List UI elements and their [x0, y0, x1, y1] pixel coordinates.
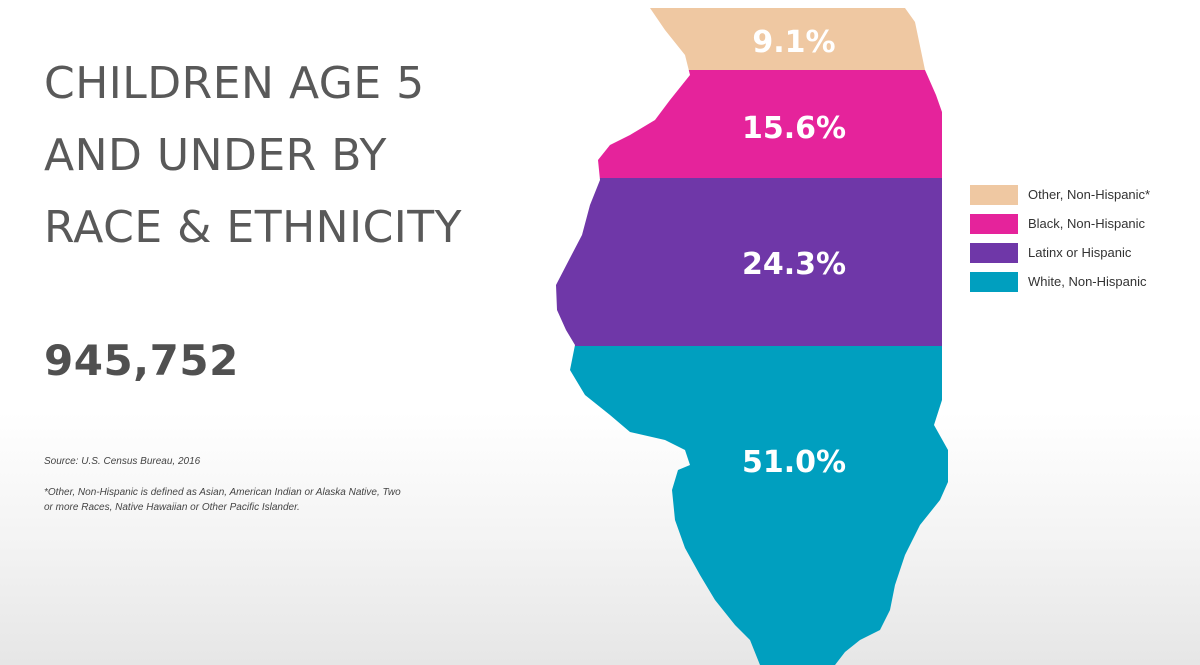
data-label-latinx: 24.3%: [742, 247, 846, 282]
chart-title: CHILDREN AGE 5 AND UNDER BY RACE & ETHNI…: [44, 48, 564, 264]
total-count: 945,752: [44, 336, 239, 385]
title-line-3: RACE & ETHNICITY: [44, 202, 463, 253]
legend-item-other: Other, Non-Hispanic*: [970, 180, 1190, 209]
title-line-1: CHILDREN AGE 5: [44, 58, 425, 109]
legend-label-other: Other, Non-Hispanic*: [1028, 187, 1151, 202]
legend-swatch-other: [970, 184, 1018, 205]
legend-label-black: Black, Non-Hispanic: [1028, 216, 1146, 231]
band-other-non-hispanic: [556, 8, 948, 70]
data-label-black: 15.6%: [742, 111, 846, 146]
band-white-non-hispanic: [556, 346, 948, 665]
title-line-2: AND UNDER BY: [44, 130, 387, 181]
data-label-other: 9.1%: [752, 25, 835, 60]
legend-swatch-black: [970, 213, 1018, 234]
legend-label-white: White, Non-Hispanic: [1028, 274, 1147, 289]
legend-label-latinx: Latinx or Hispanic: [1028, 245, 1132, 260]
legend-item-white: White, Non-Hispanic: [970, 267, 1190, 296]
band-latinx-or-hispanic: [556, 178, 948, 346]
legend-item-black: Black, Non-Hispanic: [970, 209, 1190, 238]
source-note: Source: U.S. Census Bureau, 2016: [44, 456, 201, 467]
data-label-white: 51.0%: [742, 445, 846, 480]
legend-item-latinx: Latinx or Hispanic: [970, 238, 1190, 267]
footnote: *Other, Non-Hispanic is defined as Asian…: [44, 487, 401, 513]
legend-swatch-white: [970, 271, 1018, 292]
legend-swatch-latinx: [970, 242, 1018, 263]
legend: Other, Non-Hispanic* Black, Non-Hispanic…: [970, 180, 1190, 296]
